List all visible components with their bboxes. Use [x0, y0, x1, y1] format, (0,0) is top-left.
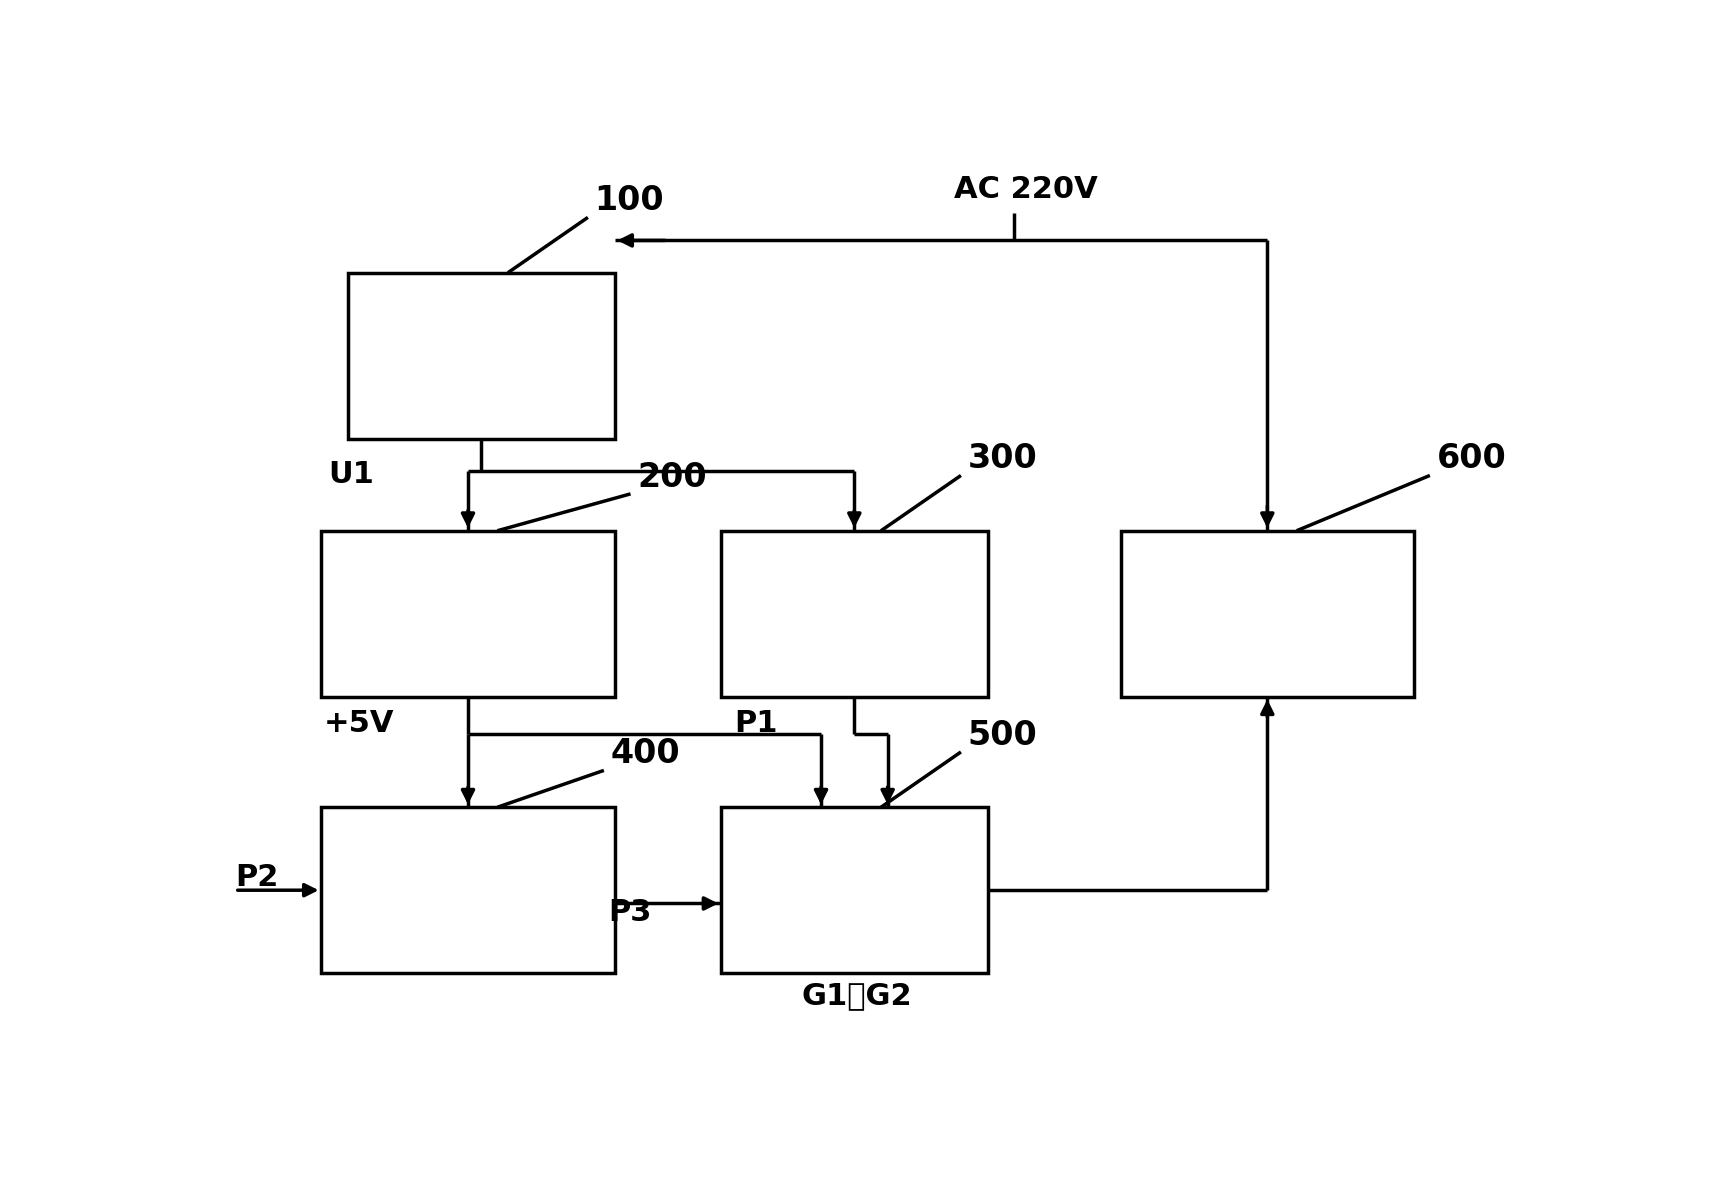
- Text: P1: P1: [734, 709, 779, 739]
- Text: 300: 300: [968, 443, 1037, 475]
- Text: P2: P2: [236, 863, 278, 892]
- Bar: [321, 807, 615, 973]
- Bar: [321, 530, 615, 697]
- Text: AC 220V: AC 220V: [954, 175, 1098, 203]
- Text: P3: P3: [609, 898, 652, 926]
- Bar: [722, 530, 988, 697]
- Text: 100: 100: [595, 184, 664, 218]
- Text: U1: U1: [328, 461, 375, 490]
- Text: G1、G2: G1、G2: [801, 982, 911, 1010]
- Text: +5V: +5V: [325, 709, 395, 739]
- Bar: [1121, 530, 1415, 697]
- Text: 500: 500: [968, 719, 1037, 752]
- Bar: [722, 807, 988, 973]
- Text: 400: 400: [610, 737, 681, 771]
- Text: 200: 200: [638, 461, 707, 494]
- Bar: [349, 273, 615, 438]
- Text: 600: 600: [1437, 443, 1506, 475]
